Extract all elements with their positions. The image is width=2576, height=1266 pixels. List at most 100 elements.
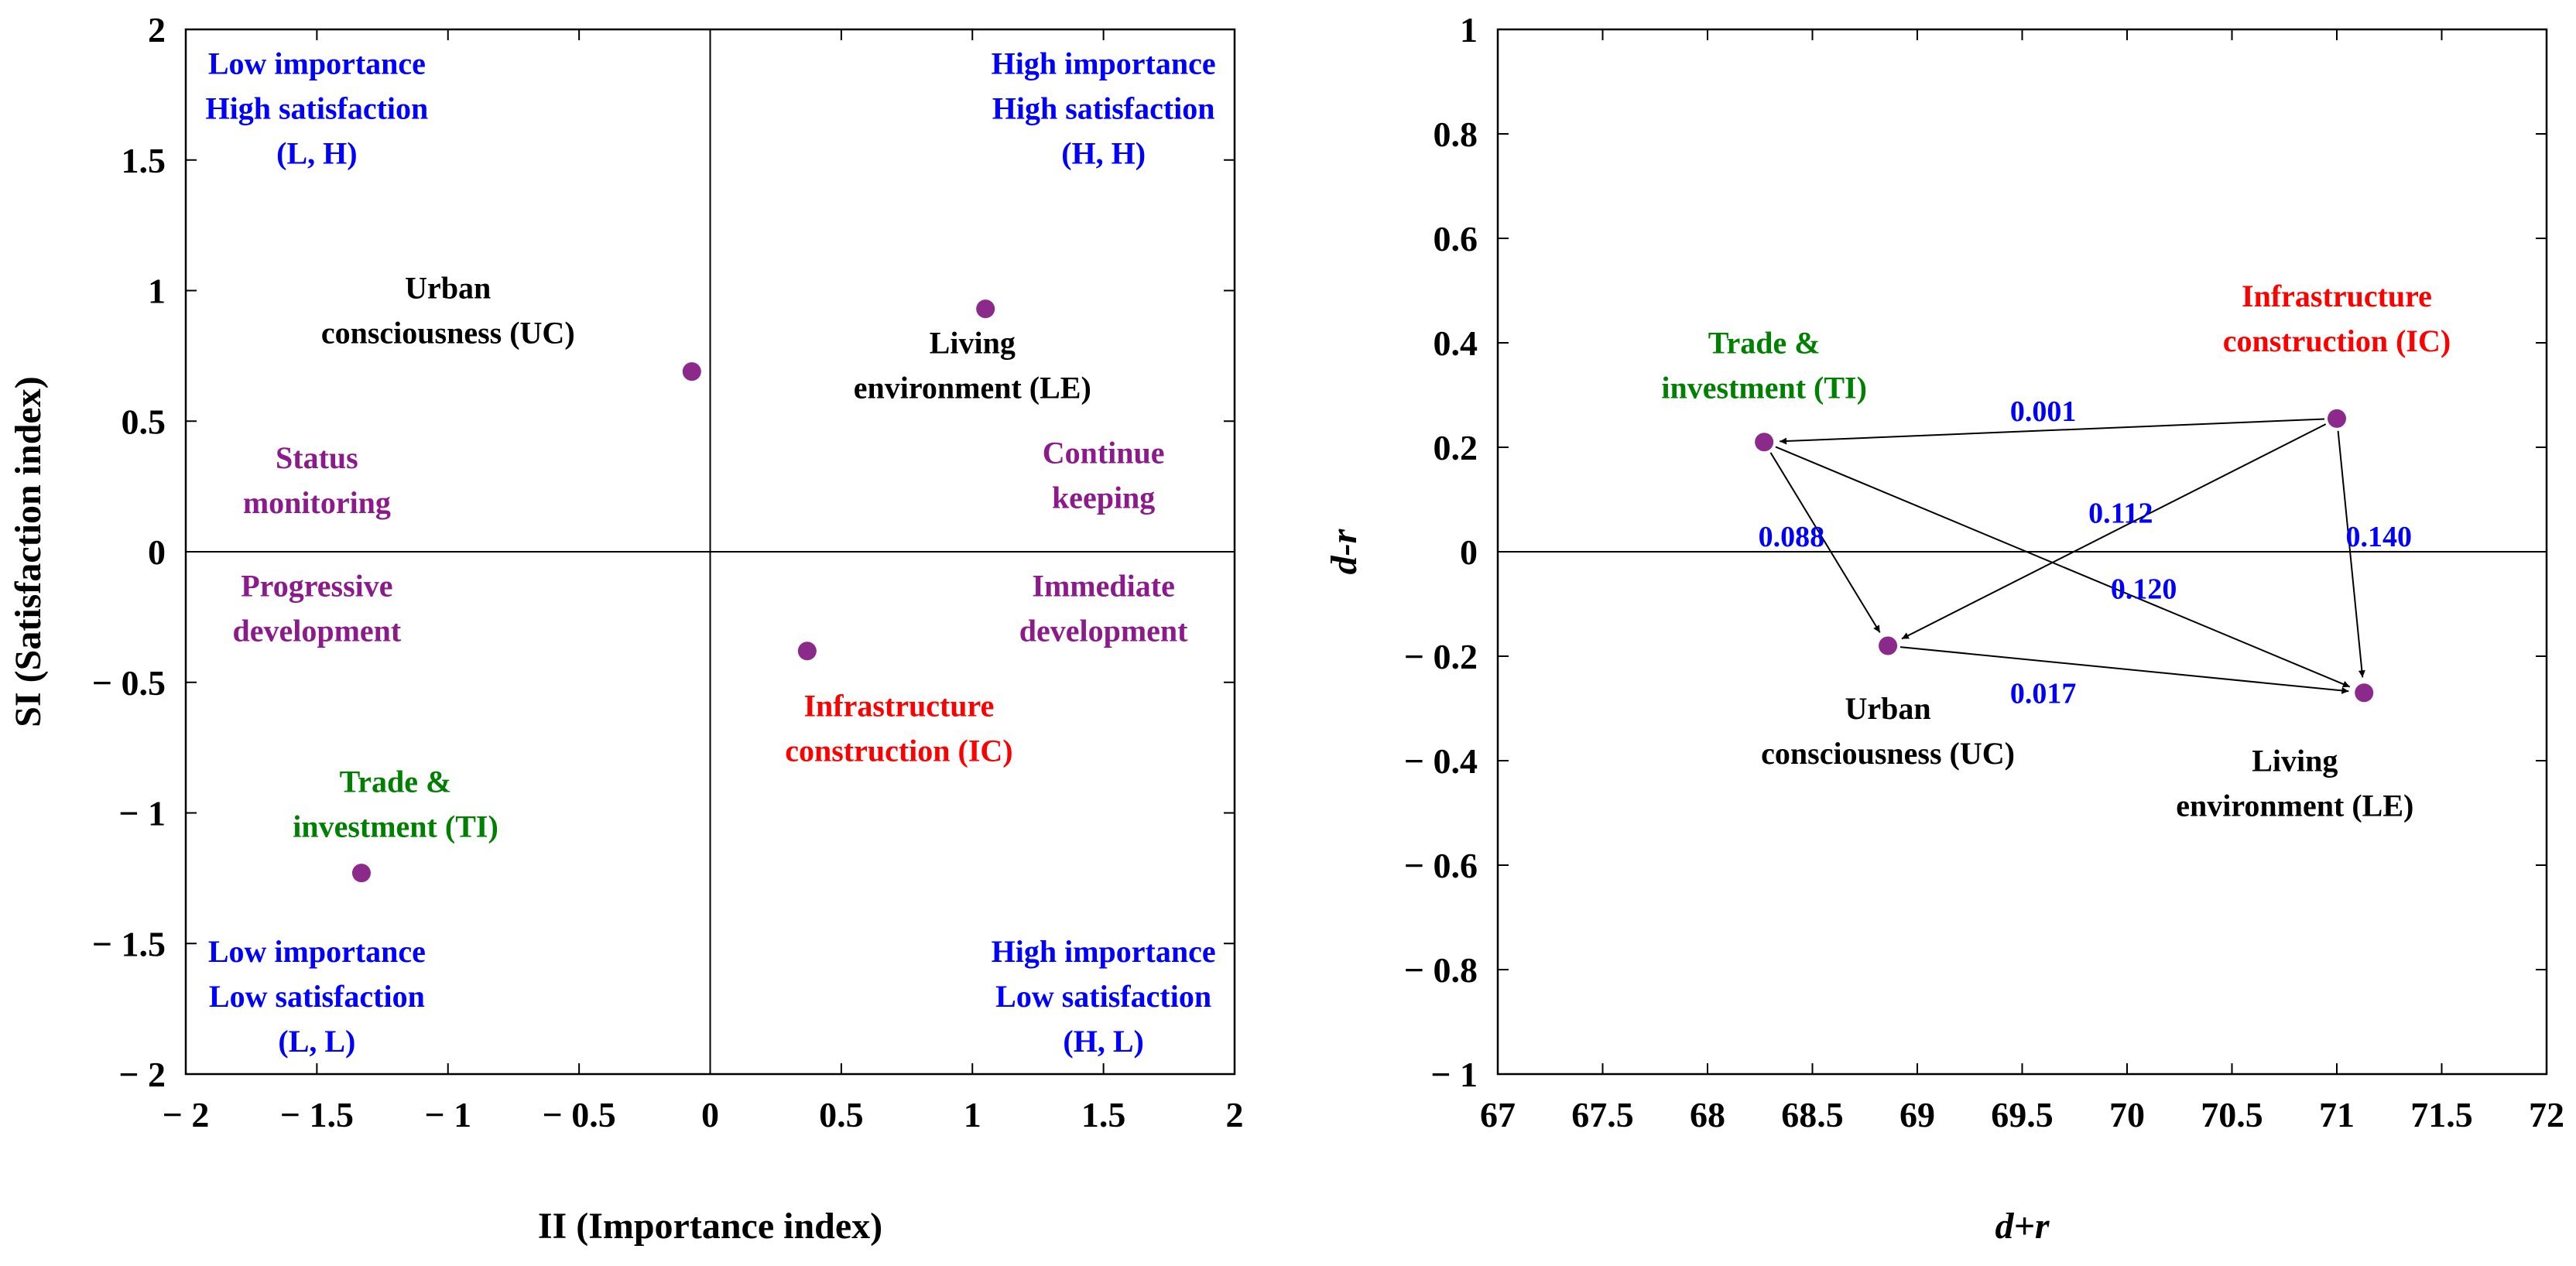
edge-value: 0.088 — [1759, 521, 1825, 553]
quadrant-note: Immediate development — [1019, 568, 1188, 648]
label-uc-line: consciousness (UC) — [1761, 736, 2015, 771]
x-tick-label: 69 — [1899, 1095, 1935, 1134]
influence-values: 0.001 0.112 0.140 0.088 0.120 0.017 — [1759, 395, 2412, 710]
data-points — [1755, 409, 2374, 703]
quadrant-note: Continue keeping — [1043, 435, 1165, 515]
quadrant-note-line: (L, H) — [276, 135, 357, 170]
label-ic: Infrastructure construction (IC) — [785, 689, 1012, 768]
y-tick-label: − 0.8 — [1404, 950, 1478, 990]
quadrant-note-line: Immediate — [1032, 568, 1174, 603]
arrow-ic-to-uc — [1901, 423, 2327, 640]
label-ti-line: Trade & — [1708, 326, 1821, 361]
point-ic — [2328, 409, 2346, 428]
quadrant-note-line: keeping — [1052, 480, 1155, 515]
quadrant-note-line: Low importance — [208, 46, 426, 80]
y-tick-label: − 0.6 — [1404, 846, 1478, 885]
label-le-line: environment (LE) — [854, 371, 1091, 405]
y-tick-label: 0 — [148, 532, 166, 572]
label-uc-line: Urban — [405, 271, 491, 306]
x-tick-label: 1 — [964, 1095, 981, 1134]
y-tick-label: − 1 — [1430, 1055, 1478, 1094]
x-tick-label: 68 — [1690, 1095, 1725, 1134]
quadrant-note-line: monitoring — [243, 485, 391, 520]
quadrant-note: Progressive development — [232, 568, 401, 648]
label-le-line: Living — [2252, 744, 2338, 778]
quadrant-note-line: High satisfaction — [205, 91, 428, 125]
y-tick-label: 0.6 — [1434, 219, 1478, 258]
x-tick-label: 1.5 — [1081, 1095, 1126, 1134]
y-tick-label: 0 — [1460, 532, 1478, 572]
quadrant-note-line: (H, H) — [1061, 135, 1146, 170]
quadrant-note: Low importance High satisfaction (L, H) — [205, 46, 428, 170]
edge-value: 0.017 — [2010, 677, 2077, 710]
label-ti-line: Trade & — [340, 765, 452, 799]
edge-value: 0.140 — [2345, 521, 2412, 553]
point-labels: Urban consciousness (UC) Living environment… — [293, 271, 1091, 844]
label-le-line: environment (LE) — [2176, 789, 2413, 823]
label-uc: Urban consciousness (UC) — [1761, 691, 2015, 771]
label-ti-line: investment (TI) — [293, 809, 498, 844]
quadrant-note-line: Low satisfaction — [995, 979, 1211, 1014]
label-le: Living environment (LE) — [854, 326, 1091, 405]
y-tick-label: 1 — [1460, 10, 1478, 50]
y-axis-label: d-r — [1324, 528, 1365, 574]
y-axis-label: SI (Satisfaction index) — [8, 376, 49, 727]
quadrant-note-line: Low importance — [208, 934, 426, 969]
quadrant-note-line: High satisfaction — [992, 91, 1215, 125]
label-ic: Infrastructure construction (IC) — [2223, 279, 2451, 358]
quadrant-note: Low importance Low satisfaction (L, L) — [208, 934, 426, 1059]
label-uc-line: consciousness (UC) — [321, 316, 575, 351]
x-tick-label: 72 — [2529, 1095, 2564, 1134]
x-tick-label: 69.5 — [1991, 1095, 2054, 1134]
x-tick-label: − 1.5 — [280, 1095, 354, 1134]
x-tick-label: 68.5 — [1781, 1095, 1844, 1134]
x-tick-label: 0 — [701, 1095, 719, 1134]
y-tick-label: 2 — [148, 10, 166, 50]
edge-value: 0.112 — [2088, 497, 2153, 529]
importance-satisfaction-chart: − 2 − 1.5 − 1 − 0.5 0 0.5 1 1.5 2 2 1.5 1 0.5 0 − 0.5… — [8, 10, 1244, 1247]
quadrant-note-line: Low satisfaction — [209, 979, 425, 1014]
point-le — [2355, 683, 2374, 703]
x-tick-label: 67.5 — [1571, 1095, 1634, 1134]
label-le: Living environment (LE) — [2176, 744, 2413, 823]
influence-arrows — [1769, 418, 2365, 694]
y-tick-label: − 2 — [118, 1055, 166, 1094]
arrow-uc-to-le — [1899, 646, 2349, 694]
quadrant-annotations: Low importance High satisfaction (L, H) Hig… — [205, 46, 1215, 1059]
point-ti — [351, 864, 371, 883]
y-tick-label: 1.5 — [122, 141, 166, 180]
arrow-ti-to-uc — [1769, 452, 1881, 633]
arrow-ic-to-le — [2337, 430, 2365, 678]
quadrant-note-line: development — [1019, 613, 1188, 648]
x-tick-label: 0.5 — [819, 1095, 864, 1134]
label-uc-line: Urban — [1845, 691, 1930, 726]
label-ic-line: construction (IC) — [785, 734, 1012, 768]
y-tick-label: − 0.2 — [1404, 637, 1478, 676]
quadrant-note-line: Continue — [1043, 435, 1165, 470]
y-axis-ticks: 2 1.5 1 0.5 0 − 0.5 − 1 − 1.5 − 2 — [92, 10, 1235, 1094]
point-ti — [1755, 433, 1774, 452]
x-tick-label: 70 — [2109, 1095, 2145, 1134]
label-uc: Urban consciousness (UC) — [321, 271, 575, 351]
x-tick-label: 2 — [1226, 1095, 1244, 1134]
x-tick-label: 67 — [1480, 1095, 1516, 1134]
label-ti-line: investment (TI) — [1661, 371, 1867, 405]
y-tick-label: 1 — [148, 272, 166, 311]
label-ic-line: Infrastructure — [2242, 279, 2432, 313]
label-ti: Trade & investment (TI) — [293, 765, 498, 844]
y-tick-label: − 0.4 — [1404, 741, 1478, 781]
y-tick-label: − 1.5 — [92, 924, 166, 963]
x-tick-label: 71 — [2319, 1095, 2355, 1134]
quadrant-note-line: Progressive — [241, 568, 392, 603]
dematel-causal-chart: 67 67.5 68 68.5 69 69.5 70 70.5 71 71.5 72 1 0.8 0.6… — [1324, 10, 2564, 1247]
quadrant-note-line: Status — [276, 440, 358, 475]
label-ic-line: Infrastructure — [803, 689, 994, 724]
point-uc — [1879, 636, 1898, 655]
x-axis-label: d+r — [1995, 1206, 2050, 1247]
x-axis-ticks: − 2 − 1.5 − 1 − 0.5 0 0.5 1 1.5 2 — [163, 29, 1244, 1134]
x-tick-label: 70.5 — [2201, 1095, 2263, 1134]
y-tick-label: − 1 — [118, 794, 166, 833]
label-ic-line: construction (IC) — [2223, 323, 2451, 358]
x-tick-label: − 1 — [424, 1095, 471, 1134]
